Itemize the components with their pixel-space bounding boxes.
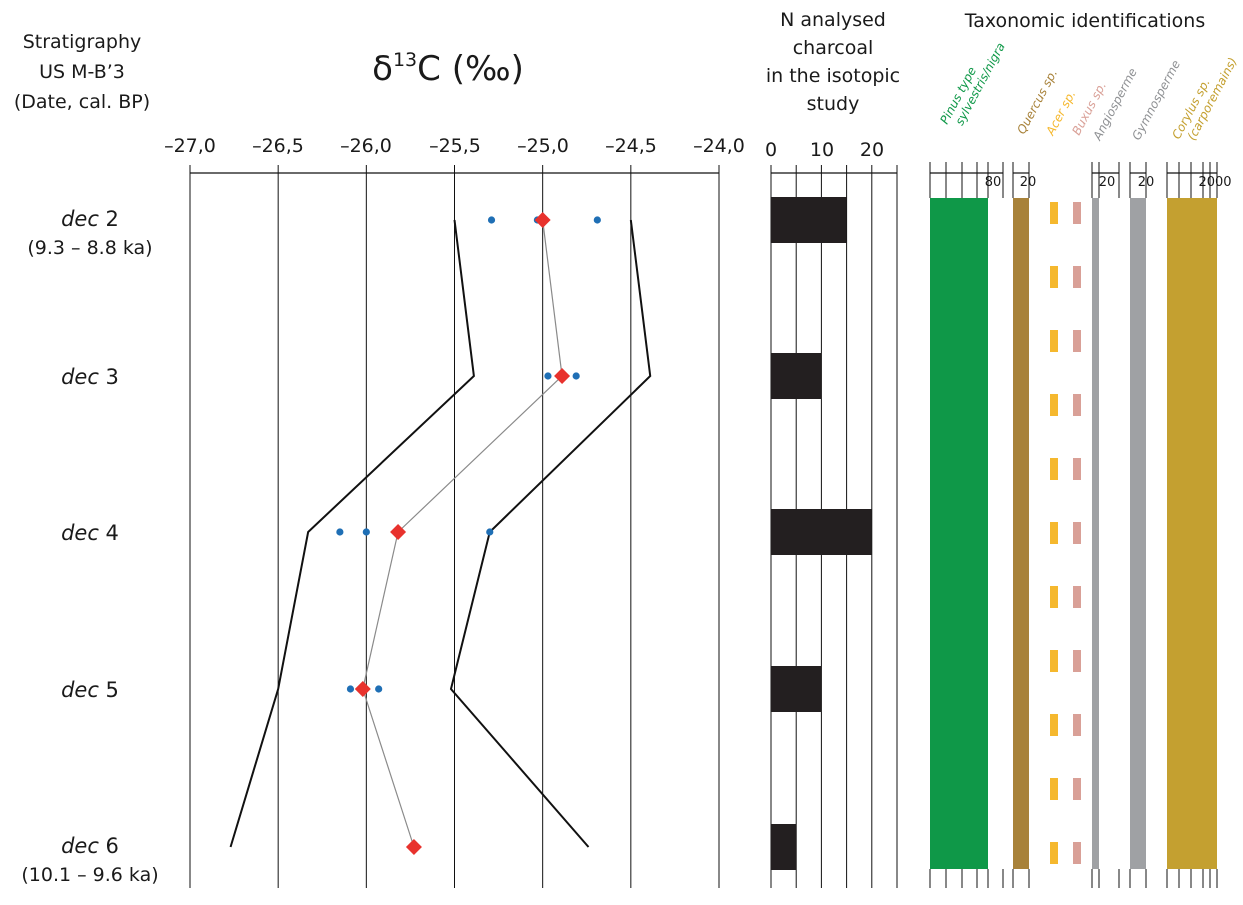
count-title-line: in the isotopic bbox=[766, 65, 900, 87]
level-number: 5 bbox=[99, 678, 119, 702]
individual-sample-point bbox=[593, 216, 601, 224]
taxon-label-pinus: Pinus typesylvestris/nigra bbox=[937, 34, 1008, 133]
isotope-title-superscript: 13 bbox=[393, 49, 417, 71]
isotope-tick-label: –26,5 bbox=[252, 135, 304, 157]
individual-sample-point bbox=[544, 372, 552, 380]
level-date-dec-6: (10.1 – 9.6 ka) bbox=[21, 864, 158, 886]
taxon-scale-label-corylus: 2000 bbox=[1198, 175, 1231, 190]
level-number: 2 bbox=[99, 207, 119, 231]
level-label-dec-4: dec 4 bbox=[61, 521, 119, 545]
individual-sample-point bbox=[572, 372, 580, 380]
isotope-individual-points bbox=[336, 216, 601, 693]
stratigraphy-header: Stratigraphy US M-B’3 (Date, cal. BP) bbox=[14, 31, 150, 113]
stratigraphy-unit: US M-B’3 bbox=[39, 61, 125, 83]
mean-value-diamond bbox=[354, 681, 371, 697]
taxa-frames bbox=[929, 162, 1218, 888]
level-label-dec-3: dec 3 bbox=[61, 365, 119, 389]
level-name: dec bbox=[61, 834, 99, 858]
count-tick-label: 20 bbox=[860, 139, 884, 161]
count-bar bbox=[771, 509, 872, 555]
count-tick-label: 10 bbox=[810, 139, 834, 161]
level-number: 6 bbox=[99, 834, 119, 858]
level-label-dec-2: dec 2 bbox=[61, 207, 119, 231]
count-bar bbox=[771, 353, 822, 399]
taxa-title: Taxonomic identifications bbox=[964, 10, 1205, 32]
taxon-bar-pinus bbox=[930, 198, 988, 869]
isotope-tick-label: –25,5 bbox=[429, 135, 481, 157]
count-bar bbox=[771, 824, 797, 870]
envelope-upper-line bbox=[449, 219, 652, 848]
level-number: 3 bbox=[99, 365, 119, 389]
isotope-tick-label: –24,5 bbox=[605, 135, 657, 157]
level-label-dec-5: dec 5 bbox=[61, 678, 119, 702]
isotope-grid bbox=[189, 165, 720, 888]
isotope-tick-label: –27,0 bbox=[164, 135, 216, 157]
individual-sample-point bbox=[346, 685, 355, 693]
individual-sample-point bbox=[362, 528, 370, 536]
individual-sample-point bbox=[375, 685, 383, 693]
individual-sample-point bbox=[487, 216, 496, 224]
taxon-bar-gymnosperme bbox=[1130, 198, 1146, 869]
isotope-title-delta: δ bbox=[372, 49, 393, 89]
count-header: N analysed charcoal in the isotopic stud… bbox=[766, 9, 900, 115]
count-title-line: study bbox=[807, 93, 860, 115]
count-title-line: charcoal bbox=[793, 37, 874, 59]
level-name: dec bbox=[61, 365, 99, 389]
taxa-scale-labels: 80 20 20 20 2000 bbox=[985, 175, 1232, 190]
stratigraphy-title: Stratigraphy bbox=[23, 31, 142, 53]
isotope-axis-ticks: –27,0 –26,5 –26,0 –25,5 –25,0 –24,5 –24,… bbox=[164, 135, 745, 157]
stratigraphy-levels: dec 2 (9.3 – 8.8 ka) dec 3 dec 4 dec 5 d… bbox=[21, 207, 158, 886]
level-name: dec bbox=[61, 521, 99, 545]
taxon-bar-angiosperme bbox=[1092, 198, 1099, 869]
taxon-bar-quercus bbox=[1013, 198, 1029, 869]
level-label-dec-6: dec 6 bbox=[61, 834, 119, 858]
level-number: 4 bbox=[99, 521, 119, 545]
individual-sample-point bbox=[486, 528, 494, 536]
envelope-lower-line bbox=[229, 219, 475, 848]
taxon-bar-corylus bbox=[1167, 198, 1217, 869]
isotope-tick-label: –26,0 bbox=[340, 135, 392, 157]
isotope-mean-markers bbox=[354, 212, 571, 855]
isotope-tick-label: –25,0 bbox=[517, 135, 569, 157]
mean-value-diamond bbox=[554, 368, 571, 384]
mean-value-diamond bbox=[405, 839, 422, 855]
stratigraphy-date-caption: (Date, cal. BP) bbox=[14, 91, 150, 113]
isotope-title-rest: C (‰) bbox=[417, 49, 524, 89]
count-bars bbox=[771, 197, 872, 870]
level-name: dec bbox=[61, 207, 99, 231]
count-bar bbox=[771, 666, 822, 712]
count-title-line: N analysed bbox=[780, 9, 886, 31]
count-axis-ticks: 0 10 20 bbox=[765, 139, 884, 161]
isotope-tick-label: –24,0 bbox=[693, 135, 745, 157]
isotope-title: δ13C (‰) bbox=[372, 49, 524, 89]
level-name: dec bbox=[61, 678, 99, 702]
taxa-bars bbox=[930, 198, 1217, 869]
level-date-dec-2: (9.3 – 8.8 ka) bbox=[27, 237, 152, 259]
isotope-envelope-lines bbox=[229, 219, 652, 848]
count-tick-label: 0 bbox=[765, 139, 777, 161]
taxon-scale-label-pinus: 80 bbox=[985, 175, 1002, 190]
taxa-labels: Pinus typesylvestris/nigra Quercus sp. A… bbox=[937, 34, 1240, 143]
taxon-scale-label-angiosperme: 20 bbox=[1099, 175, 1116, 190]
mean-value-diamond bbox=[390, 524, 407, 540]
mean-value-diamond bbox=[534, 212, 551, 228]
individual-sample-point bbox=[336, 528, 344, 536]
taxon-scale-label-quercus: 20 bbox=[1020, 175, 1037, 190]
count-bar bbox=[771, 197, 847, 243]
